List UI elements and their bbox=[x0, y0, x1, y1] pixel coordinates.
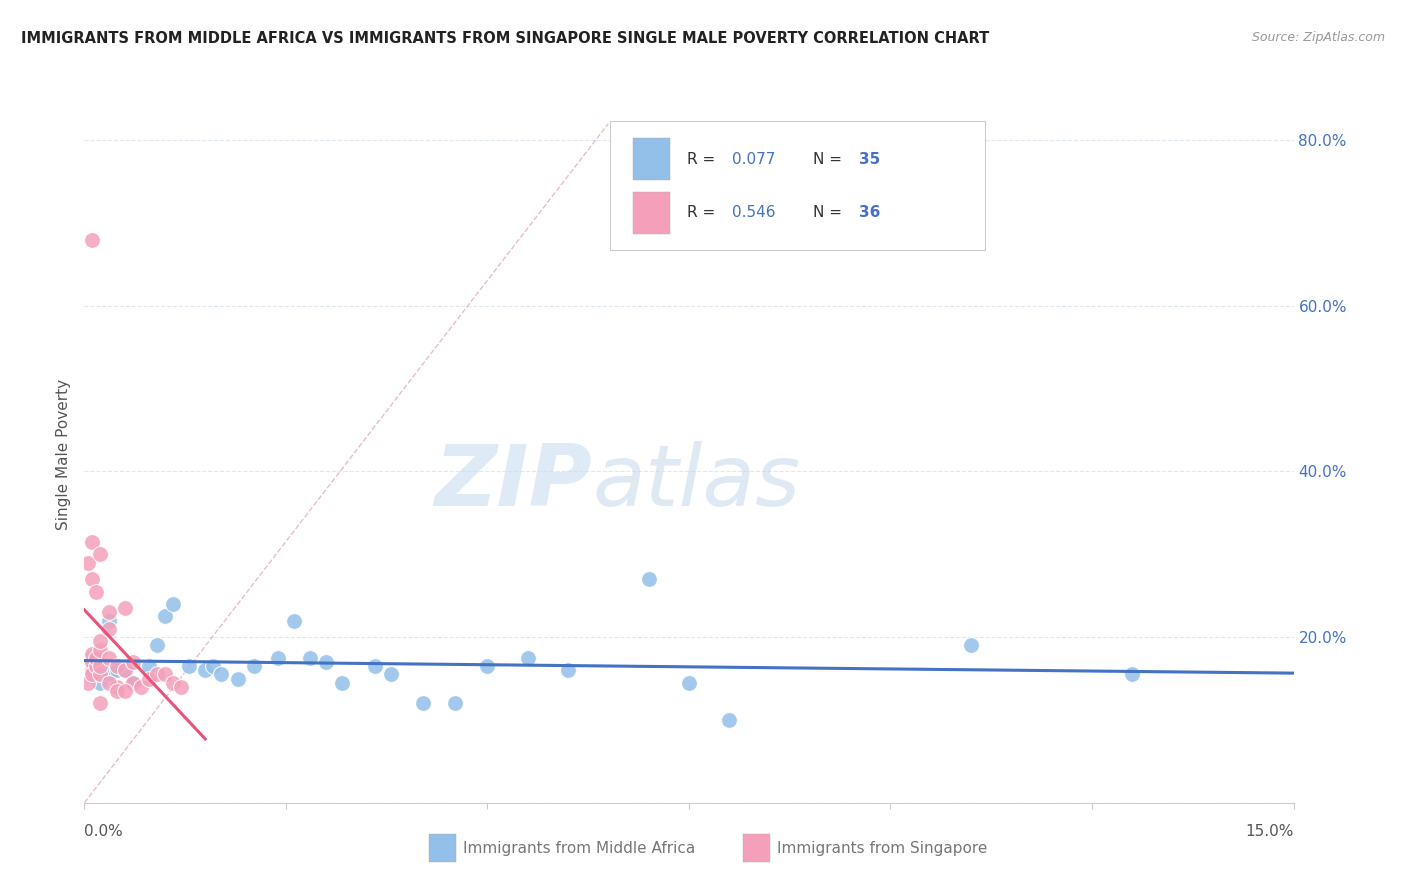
Point bbox=[97, 675, 120, 690]
Text: N =: N = bbox=[814, 205, 848, 220]
Point bbox=[82, 233, 104, 247]
Point bbox=[89, 675, 111, 690]
Point bbox=[138, 659, 160, 673]
Point bbox=[209, 667, 232, 681]
Point bbox=[146, 639, 169, 653]
Point bbox=[1121, 667, 1143, 681]
Point bbox=[82, 651, 104, 665]
Text: Source: ZipAtlas.com: Source: ZipAtlas.com bbox=[1251, 31, 1385, 45]
Point bbox=[299, 651, 322, 665]
Text: IMMIGRANTS FROM MIDDLE AFRICA VS IMMIGRANTS FROM SINGAPORE SINGLE MALE POVERTY C: IMMIGRANTS FROM MIDDLE AFRICA VS IMMIGRA… bbox=[21, 31, 990, 46]
Point bbox=[114, 601, 136, 615]
Point bbox=[105, 659, 128, 673]
Text: ZIP: ZIP bbox=[434, 442, 592, 524]
Point bbox=[121, 675, 143, 690]
Point bbox=[89, 634, 111, 648]
Point bbox=[77, 556, 100, 570]
Point bbox=[315, 655, 337, 669]
Text: R =: R = bbox=[686, 152, 720, 167]
Point bbox=[82, 572, 104, 586]
Point bbox=[121, 675, 143, 690]
Point bbox=[82, 667, 104, 681]
Point bbox=[121, 655, 143, 669]
Point bbox=[86, 584, 108, 599]
Point bbox=[412, 697, 434, 711]
FancyBboxPatch shape bbox=[610, 121, 986, 250]
Point bbox=[82, 663, 104, 677]
Point bbox=[89, 642, 111, 657]
Point bbox=[97, 622, 120, 636]
Point bbox=[194, 663, 217, 677]
Point bbox=[97, 605, 120, 619]
Point bbox=[283, 614, 305, 628]
Text: 0.077: 0.077 bbox=[733, 152, 776, 167]
Point bbox=[637, 572, 659, 586]
Point bbox=[179, 659, 201, 673]
Point bbox=[153, 667, 176, 681]
Point bbox=[129, 680, 152, 694]
Point bbox=[162, 597, 184, 611]
FancyBboxPatch shape bbox=[633, 138, 669, 180]
Point bbox=[86, 659, 108, 673]
Point bbox=[557, 663, 579, 677]
Point bbox=[380, 667, 402, 681]
Point bbox=[363, 659, 385, 673]
FancyBboxPatch shape bbox=[429, 834, 456, 862]
Point bbox=[114, 663, 136, 677]
Point bbox=[97, 614, 120, 628]
Text: 15.0%: 15.0% bbox=[1246, 823, 1294, 838]
Point bbox=[138, 672, 160, 686]
Point bbox=[97, 651, 120, 665]
Point bbox=[82, 655, 104, 669]
Point bbox=[226, 672, 249, 686]
Point bbox=[170, 680, 193, 694]
Point bbox=[82, 667, 104, 681]
Text: Immigrants from Singapore: Immigrants from Singapore bbox=[778, 840, 987, 855]
Text: 35: 35 bbox=[859, 152, 880, 167]
Point bbox=[202, 659, 225, 673]
Y-axis label: Single Male Poverty: Single Male Poverty bbox=[56, 379, 72, 531]
Point bbox=[114, 663, 136, 677]
Point bbox=[114, 684, 136, 698]
Point bbox=[89, 659, 111, 673]
Text: Immigrants from Middle Africa: Immigrants from Middle Africa bbox=[463, 840, 695, 855]
Point bbox=[153, 609, 176, 624]
Point bbox=[444, 697, 467, 711]
Text: atlas: atlas bbox=[592, 442, 800, 524]
Point bbox=[960, 639, 983, 653]
Point bbox=[330, 675, 353, 690]
FancyBboxPatch shape bbox=[744, 834, 770, 862]
Text: N =: N = bbox=[814, 152, 848, 167]
Point bbox=[516, 651, 538, 665]
FancyBboxPatch shape bbox=[633, 192, 669, 234]
Point bbox=[146, 667, 169, 681]
Text: 36: 36 bbox=[859, 205, 880, 220]
Point bbox=[82, 647, 104, 661]
Point bbox=[89, 667, 111, 681]
Text: 0.0%: 0.0% bbox=[84, 823, 124, 838]
Point bbox=[89, 697, 111, 711]
Point bbox=[718, 713, 741, 727]
Point bbox=[162, 675, 184, 690]
Point bbox=[77, 675, 100, 690]
Point bbox=[477, 659, 499, 673]
Text: 0.546: 0.546 bbox=[733, 205, 776, 220]
Point bbox=[105, 680, 128, 694]
Point bbox=[105, 663, 128, 677]
Point bbox=[105, 684, 128, 698]
Point bbox=[267, 651, 290, 665]
Point bbox=[86, 651, 108, 665]
Point bbox=[97, 667, 120, 681]
Point bbox=[89, 547, 111, 561]
Point bbox=[242, 659, 264, 673]
Text: R =: R = bbox=[686, 205, 720, 220]
Point bbox=[678, 675, 700, 690]
Point bbox=[82, 534, 104, 549]
